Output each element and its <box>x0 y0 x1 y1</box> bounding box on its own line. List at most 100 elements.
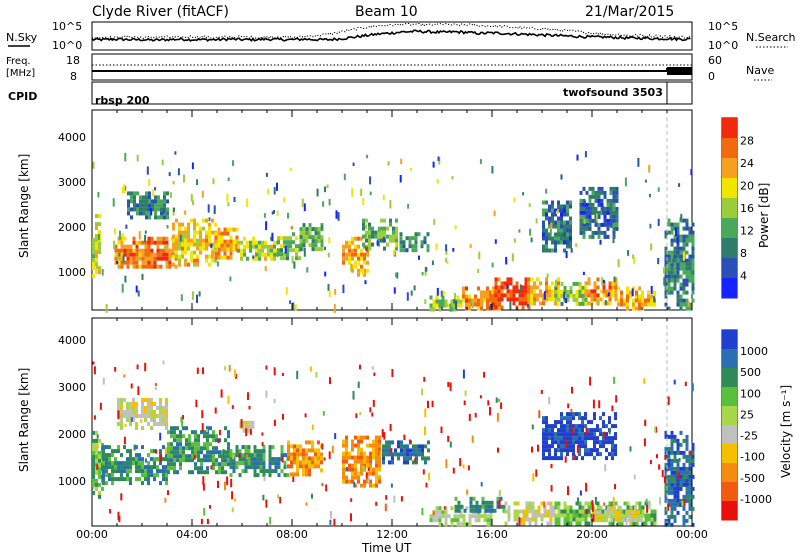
range-gate-cell <box>208 230 211 235</box>
range-gate-cell <box>615 206 619 211</box>
range-gate-cell <box>175 238 178 243</box>
range-gate-cell <box>399 232 403 237</box>
range-gate-cell <box>170 446 173 451</box>
range-gate-cell <box>153 264 157 269</box>
range-gate-cell <box>188 446 191 451</box>
range-gate-cell <box>676 502 680 507</box>
range-gate-cell <box>252 236 255 241</box>
velocity-ytick-1000: 1000 <box>58 475 86 488</box>
range-gate-cell <box>673 486 677 491</box>
range-gate-cell <box>676 278 680 283</box>
range-gate-cell <box>599 428 602 433</box>
range-gate-cell <box>176 434 179 439</box>
range-gate-cell <box>165 465 168 470</box>
range-gate-cell <box>670 278 674 283</box>
range-gate-cell <box>224 438 227 443</box>
range-gate-cell <box>240 248 243 253</box>
range-gate-cell <box>150 457 153 462</box>
range-gate-cell <box>415 460 418 465</box>
range-gate-cell <box>549 505 553 510</box>
range-gate-cell <box>679 286 683 291</box>
range-gate-cell <box>111 473 114 478</box>
range-gate-cell <box>582 226 586 231</box>
range-gate-cell <box>108 445 111 450</box>
range-gate-cell <box>670 498 674 503</box>
range-gate-cell <box>287 452 290 457</box>
scatter-cell <box>390 483 393 488</box>
range-gate-cell <box>579 222 583 227</box>
scatter-cell <box>144 362 147 372</box>
x-tick-label: 16:00 <box>476 528 508 541</box>
range-gate-cell <box>280 469 284 474</box>
range-gate-cell <box>533 301 536 306</box>
range-gate-cell <box>578 521 582 526</box>
range-gate-cell <box>357 455 360 460</box>
range-gate-cell <box>599 432 602 437</box>
range-gate-cell <box>543 509 547 514</box>
scatter-cell <box>467 465 470 471</box>
scatter-cell <box>576 445 579 453</box>
scatter-cell <box>518 229 521 233</box>
range-gate-cell <box>380 218 383 223</box>
range-gate-cell <box>676 510 680 515</box>
scatter-cell <box>585 482 588 492</box>
scatter-cell <box>234 369 237 378</box>
range-gate-cell <box>557 440 560 445</box>
range-gate-cell <box>603 222 607 227</box>
range-gate-cell <box>150 406 153 410</box>
range-gate-cell <box>679 502 683 507</box>
range-gate-cell <box>227 458 230 463</box>
range-gate-cell <box>608 285 612 290</box>
range-gate-cell <box>566 297 570 302</box>
scatter-cell <box>326 184 329 189</box>
range-gate-cell <box>283 252 286 257</box>
range-gate-cell <box>542 244 545 249</box>
scatter-cell <box>667 503 670 511</box>
range-gate-cell <box>165 398 168 402</box>
range-gate-cell <box>590 293 594 298</box>
range-gate-cell <box>513 513 517 518</box>
range-gate-cell <box>673 450 677 455</box>
range-gate-cell <box>224 458 227 463</box>
range-gate-cell <box>612 218 616 223</box>
range-gate-cell <box>366 479 369 484</box>
scatter-cell <box>649 460 652 465</box>
range-gate-cell <box>199 234 202 239</box>
range-gate-cell <box>560 420 563 425</box>
range-gate-cell <box>691 454 695 459</box>
range-gate-cell <box>441 299 445 304</box>
range-gate-cell <box>450 299 454 304</box>
range-gate-cell <box>638 294 641 299</box>
range-gate-cell <box>560 216 563 221</box>
colorbar-segment <box>722 444 737 464</box>
range-gate-cell <box>545 436 548 441</box>
range-gate-cell <box>252 256 255 261</box>
range-gate-cell <box>173 454 176 459</box>
range-gate-cell <box>202 242 205 247</box>
scatter-cell <box>518 517 521 526</box>
scatter-cell <box>371 366 374 370</box>
range-gate-cell <box>371 242 374 247</box>
scatter-cell <box>155 449 158 454</box>
range-gate-cell <box>629 290 632 295</box>
range-gate-cell <box>581 509 585 514</box>
range-gate-cell <box>229 449 233 454</box>
scatter-cell <box>646 505 649 513</box>
range-gate-cell <box>490 504 494 509</box>
range-gate-cell <box>539 301 542 306</box>
range-gate-cell <box>664 490 668 495</box>
range-gate-cell <box>638 306 641 311</box>
range-gate-cell <box>203 446 206 451</box>
range-gate-cell <box>664 486 668 491</box>
range-gate-cell <box>685 470 689 475</box>
range-gate-cell <box>108 461 111 466</box>
range-gate-cell <box>611 289 615 294</box>
scatter-cell <box>294 304 297 311</box>
scatter-cell <box>291 255 294 264</box>
scatter-cell <box>443 291 446 295</box>
range-gate-cell <box>221 454 224 459</box>
range-gate-cell <box>258 240 261 245</box>
range-gate-cell <box>608 501 612 506</box>
range-gate-cell <box>221 450 224 455</box>
range-gate-cell <box>363 483 366 488</box>
